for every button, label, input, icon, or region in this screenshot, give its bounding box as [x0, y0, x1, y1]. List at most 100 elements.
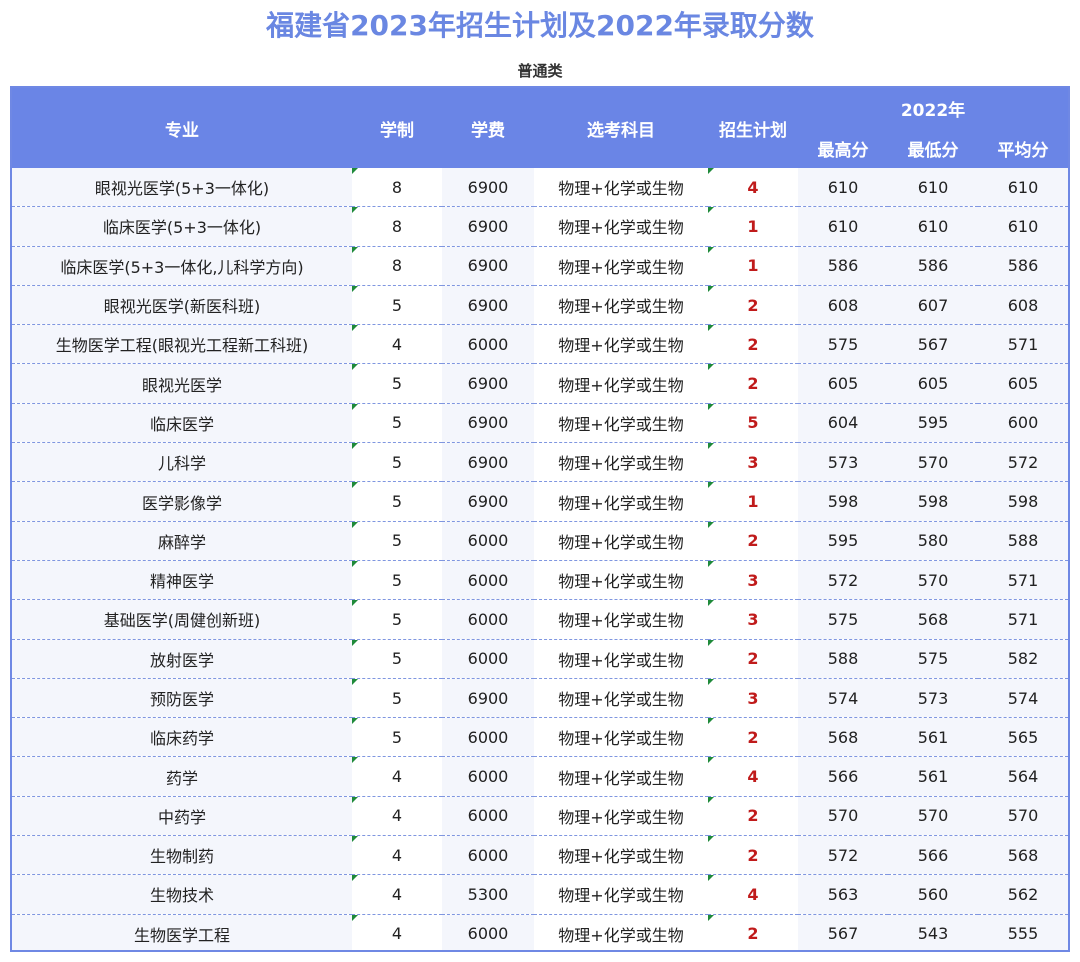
- cell-plan: 3: [708, 678, 798, 719]
- cell-max-score: 575: [798, 324, 888, 365]
- cell-min-score: 607: [888, 285, 978, 326]
- table-row: 生物技术 4 5300 物理+化学或生物 4 563 560 562: [12, 874, 1068, 915]
- cell-years: 4: [352, 756, 442, 797]
- table-row: 生物医学工程 4 6000 物理+化学或生物 2 567 543 555: [12, 914, 1068, 950]
- cell-min-score: 561: [888, 756, 978, 797]
- cell-max-score: 573: [798, 442, 888, 483]
- table-row: 麻醉学 5 6000 物理+化学或生物 2 595 580 588: [12, 521, 1068, 561]
- cell-avg-score: 564: [978, 756, 1068, 797]
- cell-years: 4: [352, 835, 442, 876]
- cell-major: 儿科学: [12, 442, 352, 483]
- cell-subjects: 物理+化学或生物: [534, 246, 708, 286]
- table-body: 眼视光医学(5+3一体化) 8 6900 物理+化学或生物 4 610 610 610 临床医学…: [12, 168, 1068, 950]
- table-row: 医学影像学 5 6900 物理+化学或生物 1 598 598 598: [12, 481, 1068, 522]
- cell-subjects: 物理+化学或生物: [534, 835, 708, 876]
- cell-min-score: 570: [888, 560, 978, 601]
- header-years: 学制: [352, 88, 442, 168]
- cell-max-score: 588: [798, 639, 888, 679]
- cell-major: 临床医学(5+3一体化): [12, 206, 352, 247]
- cell-plan: 2: [708, 639, 798, 679]
- cell-avg-score: 586: [978, 246, 1068, 286]
- cell-fee: 6900: [442, 246, 534, 286]
- cell-min-score: 567: [888, 324, 978, 365]
- cell-years: 5: [352, 678, 442, 719]
- cell-fee: 6000: [442, 599, 534, 640]
- cell-avg-score: 571: [978, 324, 1068, 365]
- cell-subjects: 物理+化学或生物: [534, 756, 708, 797]
- cell-fee: 6900: [442, 285, 534, 326]
- cell-avg-score: 570: [978, 796, 1068, 837]
- cell-min-score: 605: [888, 363, 978, 404]
- cell-fee: 6000: [442, 796, 534, 837]
- cell-max-score: 586: [798, 246, 888, 286]
- page-title: 福建省2023年招生计划及2022年录取分数: [266, 9, 814, 42]
- table-row: 基础医学(周健创新班) 5 6000 物理+化学或生物 3 575 568 571: [12, 599, 1068, 640]
- header-subjects: 选考科目: [534, 88, 708, 168]
- cell-years: 5: [352, 521, 442, 561]
- cell-fee: 6000: [442, 914, 534, 950]
- cell-min-score: 573: [888, 678, 978, 719]
- cell-years: 4: [352, 324, 442, 365]
- table-row: 精神医学 5 6000 物理+化学或生物 3 572 570 571: [12, 560, 1068, 601]
- cell-years: 5: [352, 560, 442, 601]
- cell-plan: 2: [708, 521, 798, 561]
- cell-fee: 6900: [442, 678, 534, 719]
- table-header: 专业 学制 学费 选考科目 招生计划 2022年 最高分 最低分 平均分: [12, 88, 1068, 168]
- cell-major: 生物技术: [12, 874, 352, 915]
- cell-max-score: 568: [798, 717, 888, 758]
- cell-plan: 2: [708, 363, 798, 404]
- cell-min-score: 610: [888, 206, 978, 247]
- admission-table-container: 专业 学制 学费 选考科目 招生计划 2022年 最高分 最低分 平均分 眼视光…: [10, 86, 1070, 952]
- cell-subjects: 物理+化学或生物: [534, 914, 708, 950]
- header-year-group: 2022年: [798, 88, 1068, 128]
- cell-max-score: 605: [798, 363, 888, 404]
- cell-plan: 3: [708, 560, 798, 601]
- cell-years: 5: [352, 481, 442, 522]
- cell-min-score: 566: [888, 835, 978, 876]
- cell-max-score: 610: [798, 168, 888, 208]
- cell-plan: 4: [708, 168, 798, 208]
- header-plan: 招生计划: [708, 88, 798, 168]
- cell-major: 眼视光医学(5+3一体化): [12, 168, 352, 208]
- cell-max-score: 604: [798, 403, 888, 444]
- cell-max-score: 572: [798, 835, 888, 876]
- cell-fee: 6900: [442, 168, 534, 208]
- cell-min-score: 570: [888, 796, 978, 837]
- cell-max-score: 566: [798, 756, 888, 797]
- cell-subjects: 物理+化学或生物: [534, 403, 708, 444]
- cell-min-score: 598: [888, 481, 978, 522]
- admission-table: 专业 学制 学费 选考科目 招生计划 2022年 最高分 最低分 平均分 眼视光…: [12, 88, 1068, 950]
- cell-years: 5: [352, 403, 442, 444]
- cell-min-score: 561: [888, 717, 978, 758]
- cell-subjects: 物理+化学或生物: [534, 678, 708, 719]
- cell-years: 4: [352, 796, 442, 837]
- cell-avg-score: 598: [978, 481, 1068, 522]
- cell-major: 生物制药: [12, 835, 352, 876]
- cell-avg-score: 562: [978, 874, 1068, 915]
- table-row: 生物制药 4 6000 物理+化学或生物 2 572 566 568: [12, 835, 1068, 876]
- cell-years: 4: [352, 914, 442, 950]
- cell-subjects: 物理+化学或生物: [534, 639, 708, 679]
- cell-plan: 3: [708, 599, 798, 640]
- cell-fee: 6900: [442, 442, 534, 483]
- cell-plan: 3: [708, 442, 798, 483]
- cell-major: 中药学: [12, 796, 352, 837]
- cell-years: 8: [352, 206, 442, 247]
- cell-years: 5: [352, 363, 442, 404]
- table-row: 临床医学(5+3一体化,儿科学方向) 8 6900 物理+化学或生物 1 586 586 58…: [12, 246, 1068, 286]
- header-avg: 平均分: [978, 128, 1068, 168]
- table-row: 中药学 4 6000 物理+化学或生物 2 570 570 570: [12, 796, 1068, 837]
- page-subtitle: 普通类: [517, 62, 563, 80]
- cell-min-score: 595: [888, 403, 978, 444]
- cell-plan: 2: [708, 914, 798, 950]
- cell-min-score: 575: [888, 639, 978, 679]
- cell-max-score: 574: [798, 678, 888, 719]
- cell-subjects: 物理+化学或生物: [534, 363, 708, 404]
- cell-fee: 6000: [442, 756, 534, 797]
- cell-avg-score: 574: [978, 678, 1068, 719]
- cell-fee: 6000: [442, 717, 534, 758]
- cell-avg-score: 610: [978, 206, 1068, 247]
- cell-avg-score: 588: [978, 521, 1068, 561]
- cell-max-score: 598: [798, 481, 888, 522]
- cell-fee: 6000: [442, 639, 534, 679]
